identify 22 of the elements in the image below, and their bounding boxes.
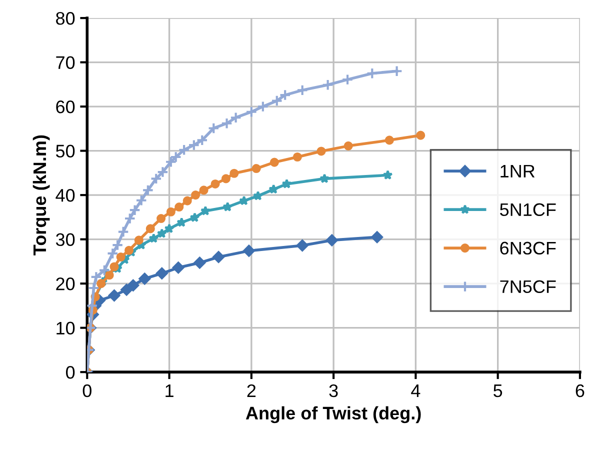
y-tick-label: 30 xyxy=(56,233,75,246)
y-tick-label: 70 xyxy=(56,56,75,70)
x-tick-label: 1 xyxy=(166,384,174,397)
y-tick-label: 0 xyxy=(66,366,75,379)
legend-label: 7N5CF xyxy=(500,280,556,294)
y-axis-title: Torque (kN.m) xyxy=(32,135,50,256)
y-tick-label: 80 xyxy=(56,12,75,25)
y-tick-label: 50 xyxy=(56,144,75,158)
y-tick-label: 20 xyxy=(56,278,75,290)
x-tick-label: 3 xyxy=(329,384,338,398)
x-tick-label: 6 xyxy=(576,384,584,398)
x-tick-label: 2 xyxy=(247,384,256,397)
x-tick-label: 5 xyxy=(494,384,502,398)
y-tick-label: 10 xyxy=(56,322,75,335)
legend-label: 6N3CF xyxy=(500,242,556,255)
legend-label: 1NR xyxy=(500,164,535,178)
x-axis-title: Angle of Twist (deg.) xyxy=(246,406,421,424)
y-tick-label: 40 xyxy=(56,188,75,202)
legend-label: 5N1CF xyxy=(500,203,556,216)
x-tick-label: 4 xyxy=(411,384,420,397)
x-tick-label: 0 xyxy=(82,384,92,398)
y-tick-label: 60 xyxy=(56,100,75,114)
